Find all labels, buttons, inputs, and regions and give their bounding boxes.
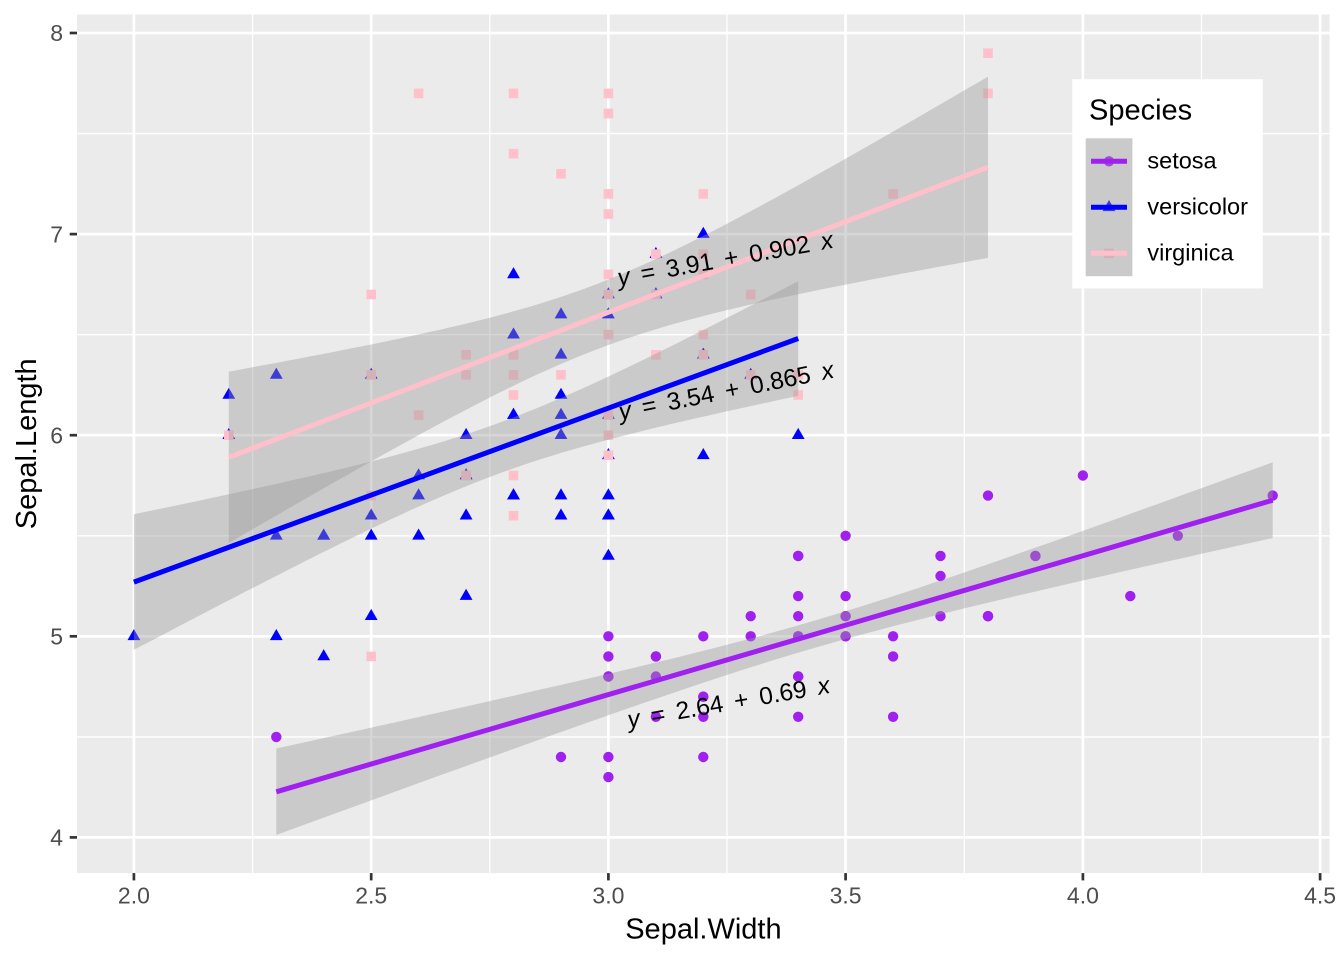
svg-text:Sepal.Length: Sepal.Length <box>11 358 43 529</box>
svg-text:8: 8 <box>50 20 63 46</box>
svg-text:4: 4 <box>50 825 63 851</box>
svg-text:3.5: 3.5 <box>830 883 862 909</box>
svg-text:2.0: 2.0 <box>118 883 150 909</box>
svg-text:6: 6 <box>50 422 63 448</box>
svg-text:setosa: setosa <box>1147 148 1217 174</box>
svg-text:4.0: 4.0 <box>1067 883 1099 909</box>
svg-text:2.5: 2.5 <box>355 883 387 909</box>
svg-text:3.0: 3.0 <box>592 883 624 909</box>
svg-text:7: 7 <box>50 221 63 247</box>
svg-text:Species: Species <box>1089 95 1192 127</box>
svg-text:versicolor: versicolor <box>1147 194 1248 220</box>
svg-text:4.5: 4.5 <box>1304 883 1336 909</box>
svg-text:5: 5 <box>50 624 63 650</box>
svg-text:Sepal.Width: Sepal.Width <box>625 914 781 946</box>
svg-text:virginica: virginica <box>1147 240 1234 266</box>
